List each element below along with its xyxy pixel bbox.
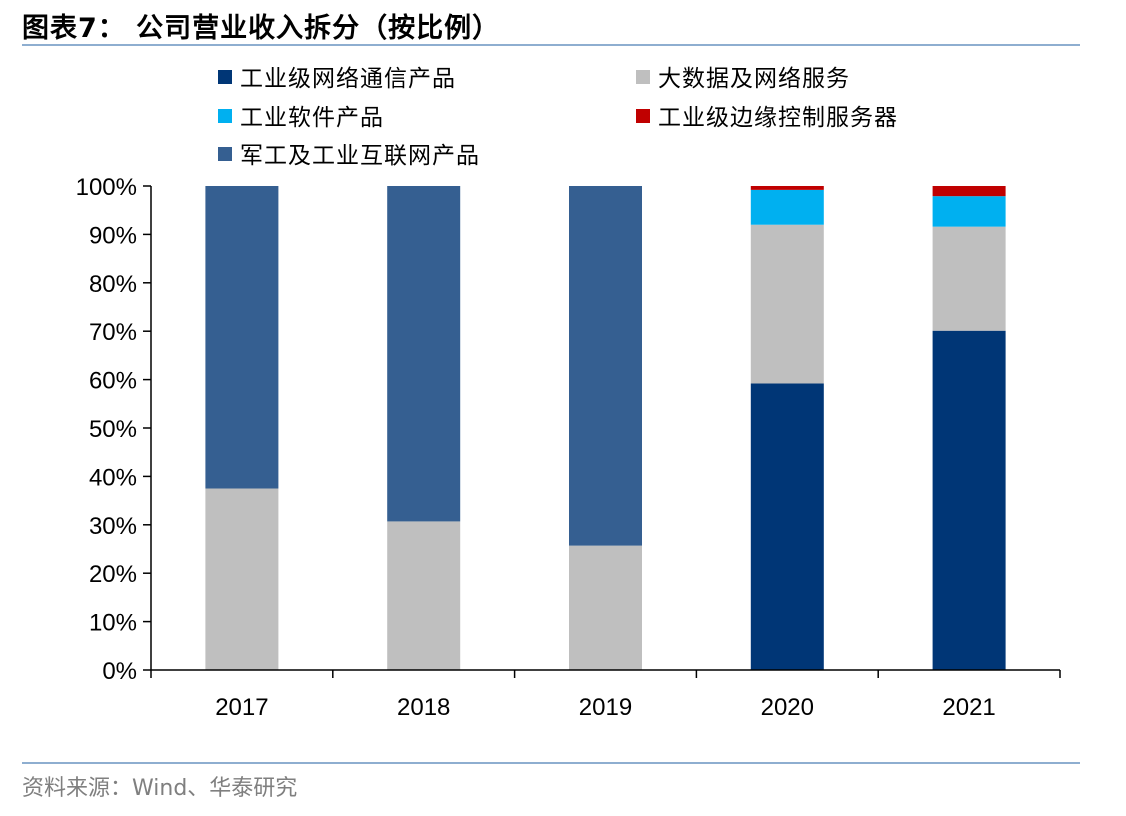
legend-label: 工业级边缘控制服务器 xyxy=(658,105,898,131)
bar-2020-series-1 xyxy=(750,224,824,384)
legend-label: 军工及工业互联网产品 xyxy=(240,143,480,169)
y-tick-label: 50% xyxy=(89,416,137,443)
bar-2017-series-4 xyxy=(205,186,279,489)
y-tick-label: 30% xyxy=(89,513,137,540)
y-tick-label: 10% xyxy=(89,610,137,637)
footer-divider xyxy=(22,762,1080,764)
legend-label: 工业级网络通信产品 xyxy=(240,66,456,92)
chart-axes: 0% 10% 20% 30% 40% 50% 60% 70% 80% 90% 100% 2017 201… xyxy=(76,174,1061,721)
bar-2017-series-1 xyxy=(205,488,279,670)
x-tick-label: 2018 xyxy=(397,694,450,721)
bar-plot-area xyxy=(205,186,1006,670)
bar-2021-series-1 xyxy=(932,226,1006,331)
bar-2020-series-0 xyxy=(750,383,824,670)
y-tick-label: 70% xyxy=(89,319,137,346)
bar-2018-series-4 xyxy=(387,186,461,522)
page-title: 图表7： 公司营业收入拆分（按比例） xyxy=(22,13,501,44)
y-tick-label: 40% xyxy=(89,464,137,491)
legend-swatch xyxy=(218,70,232,84)
bar-2021-series-3 xyxy=(932,186,1006,197)
legend-swatch xyxy=(218,147,232,161)
bar-2018-series-1 xyxy=(387,521,461,670)
y-tick-label: 60% xyxy=(89,368,137,395)
y-tick-label: 100% xyxy=(76,174,137,201)
legend-label: 工业软件产品 xyxy=(240,105,384,131)
title-divider xyxy=(22,44,1080,46)
y-tick-label: 80% xyxy=(89,271,137,298)
bar-2021-series-2 xyxy=(932,196,1006,227)
bar-2019-series-4 xyxy=(569,186,642,546)
x-tick-label: 2017 xyxy=(215,694,268,721)
legend-swatch xyxy=(636,70,650,84)
bar-2020-series-2 xyxy=(750,189,824,225)
legend-swatch xyxy=(218,109,232,123)
x-tick-label: 2020 xyxy=(761,694,814,721)
y-tick-label: 0% xyxy=(102,658,137,685)
x-tick-label: 2021 xyxy=(942,694,995,721)
y-tick-label: 20% xyxy=(89,561,137,588)
legend-label: 大数据及网络服务 xyxy=(658,66,850,92)
bar-2021-series-0 xyxy=(932,330,1006,670)
bar-2019-series-1 xyxy=(569,545,642,670)
bar-2020-series-3 xyxy=(750,186,824,190)
x-tick-label: 2019 xyxy=(579,694,632,721)
source-note: 资料来源：Wind、华泰研究 xyxy=(22,776,298,801)
y-tick-label: 90% xyxy=(89,222,137,249)
legend-swatch xyxy=(636,109,650,123)
